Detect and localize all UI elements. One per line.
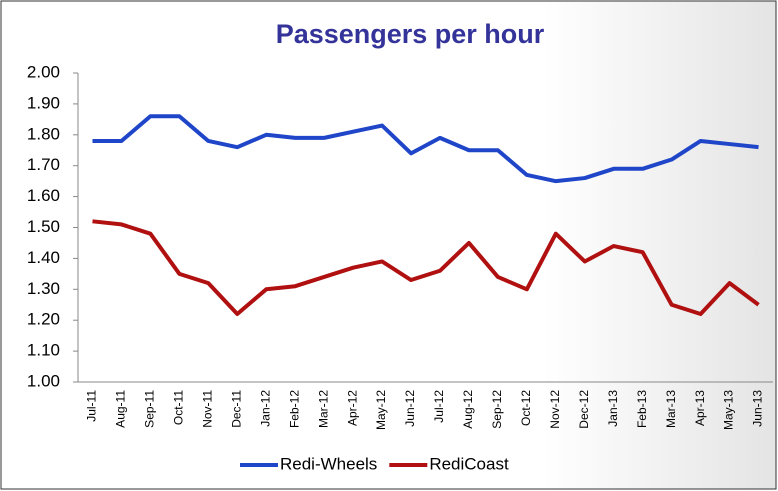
series-line [92, 219, 760, 317]
x-tick-label: Sep-11 [143, 390, 157, 428]
series-line [92, 114, 759, 184]
x-tick-label: Mar-12 [316, 390, 330, 428]
x-tick-label: Jun-12 [403, 390, 417, 427]
x-tick-label: May-12 [374, 390, 388, 430]
x-tick-label: Nov-12 [548, 390, 562, 429]
x-tick-label: Oct-12 [519, 390, 533, 426]
y-tick-label: 1.80 [27, 124, 60, 143]
x-tick-label: Aug-12 [461, 390, 475, 429]
x-tick-label: Oct-11 [172, 390, 186, 425]
x-tick-label: Jul-12 [432, 390, 446, 423]
y-tick-label: 1.40 [27, 248, 60, 267]
x-tick-label: Nov-11 [200, 390, 214, 428]
legend-label: RediCoast [429, 454, 509, 473]
x-tick-label: Mar-13 [664, 390, 678, 428]
x-tick-label: Dec-11 [229, 390, 243, 428]
y-tick-label: 1.70 [27, 155, 60, 174]
y-tick-label: 1.50 [27, 217, 60, 236]
y-tick-label: 2.00 [27, 62, 60, 81]
y-tick-label: 1.00 [27, 371, 60, 390]
x-tick-label: Jan-13 [606, 390, 620, 427]
x-tick-label: Feb-13 [635, 390, 649, 428]
y-tick-label: 1.10 [27, 341, 60, 360]
x-tick-label: Feb-12 [287, 390, 301, 428]
x-tick-label: Dec-12 [577, 390, 591, 429]
x-tick-label: Aug-11 [114, 390, 128, 428]
chart-title: Passengers per hour [276, 19, 545, 49]
x-tick-label: Jul-11 [85, 390, 99, 422]
x-tick-label: Jun-13 [751, 390, 765, 427]
y-tick-label: 1.20 [27, 310, 60, 329]
x-tick-label: Jan-12 [258, 390, 272, 427]
y-tick-label: 1.60 [27, 186, 60, 205]
x-tick-label: Sep-12 [490, 390, 504, 429]
y-tick-label: 1.30 [27, 279, 60, 298]
x-tick-label: Apr-12 [345, 390, 359, 426]
x-tick-label: Apr-13 [693, 390, 707, 426]
legend-label: Redi-Wheels [280, 454, 377, 473]
y-tick-label: 1.90 [27, 93, 60, 112]
x-tick-label: May-13 [722, 390, 736, 430]
